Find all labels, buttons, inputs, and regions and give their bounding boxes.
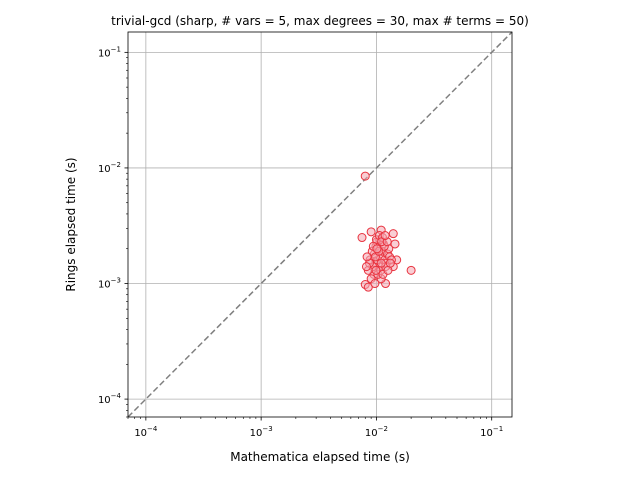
data-point (371, 265, 381, 275)
reference-line-y-equals-x (127, 31, 513, 418)
x-tick-label: 10−4 (134, 425, 158, 439)
data-point (357, 233, 367, 243)
plot-frame (127, 31, 513, 418)
data-point (376, 258, 386, 268)
y-axis-label: Rings elapsed time (s) (64, 157, 78, 291)
y-tick-label: 10−4 (98, 392, 122, 406)
data-point (362, 252, 372, 262)
grid-lines (128, 32, 512, 417)
y-tick-label: 10−2 (98, 161, 121, 175)
x-axis-label: Mathematica elapsed time (s) (230, 450, 410, 464)
data-point (385, 258, 395, 268)
data-point (361, 262, 371, 272)
chart-title: trivial-gcd (sharp, # vars = 5, max degr… (111, 14, 529, 28)
data-point (360, 171, 370, 181)
x-tick-label: 10−3 (250, 425, 273, 439)
data-point (388, 229, 398, 239)
data-point (370, 279, 380, 289)
x-tick-label: 10−1 (480, 425, 503, 439)
y-tick-label: 10−1 (98, 45, 121, 59)
data-point (372, 244, 382, 254)
axis-ticks: 10−4 10−4 10−3 10−3 10−2 10−2 10−1 10−1 (98, 45, 503, 439)
data-point (380, 231, 390, 241)
data-point (366, 227, 376, 237)
x-tick-label: 10−2 (365, 425, 388, 439)
data-point (390, 239, 400, 249)
y-tick-label: 10−3 (98, 277, 121, 291)
data-points (357, 171, 416, 292)
data-point (406, 265, 416, 275)
